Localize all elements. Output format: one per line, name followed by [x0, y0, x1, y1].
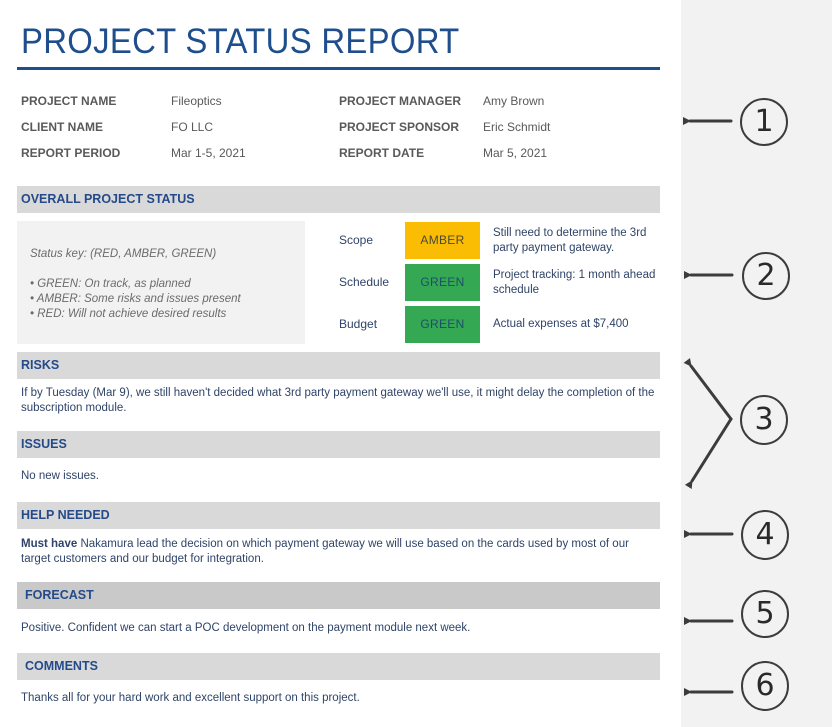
status-label: Scope [339, 233, 374, 247]
project-name-value: Fileoptics [171, 94, 222, 108]
annotation-number-2: 2 [756, 258, 776, 293]
status-note: Project tracking: 1 month ahead schedule [493, 268, 656, 296]
status-row-scope: Scope AMBER Still need to determine the … [305, 222, 660, 259]
help-needed-text: Must have Nakamura lead the decision on … [21, 537, 661, 567]
meta-row: CLIENT NAME FO LLC PROJECT SPONSOR Eric … [0, 116, 660, 138]
arrow-up-left-icon [683, 358, 733, 421]
meta-row: PROJECT NAME Fileoptics PROJECT MANAGER … [0, 90, 660, 112]
annotation-panel: 1 2 3 4 5 6 [681, 0, 832, 727]
project-sponsor-value: Eric Schmidt [483, 120, 551, 134]
status-row-schedule: Schedule GREEN Project tracking: 1 month… [305, 264, 660, 301]
status-key-box: Status key: (RED, AMBER, GREEN) • GREEN:… [17, 221, 305, 344]
status-label: Schedule [339, 275, 390, 289]
annotation-number-5: 5 [755, 596, 775, 631]
status-key-red: • RED: Will not achieve desired results [30, 308, 227, 320]
comments-text: Thanks all for your hard work and excell… [21, 692, 360, 704]
status-badge-green: GREEN [405, 264, 480, 301]
annotation-number-1: 1 [754, 104, 774, 139]
status-badge-green: GREEN [405, 306, 480, 343]
comments-heading: COMMENTS [17, 653, 660, 680]
annotation-number-3: 3 [754, 402, 774, 437]
status-note: Actual expenses at $7,400 [493, 318, 629, 330]
status-report-document: PROJECT STATUS REPORT PROJECT NAME Fileo… [0, 22, 661, 704]
project-manager-value: Amy Brown [483, 94, 545, 108]
status-badge-amber: AMBER [405, 222, 480, 259]
forecast-text: Positive. Confident we can start a POC d… [21, 622, 471, 634]
status-key-amber: • AMBER: Some risks and issues present [30, 293, 241, 305]
report-date-value: Mar 5, 2021 [483, 146, 548, 160]
meta-row: REPORT PERIOD Mar 1-5, 2021 REPORT DATE … [0, 142, 660, 164]
annotation-arrows [683, 98, 790, 711]
status-label: Budget [339, 317, 378, 331]
page-title: PROJECT STATUS REPORT [21, 22, 460, 61]
report-period-label: REPORT PERIOD [21, 146, 121, 160]
arrow-down-left-icon [684, 417, 733, 490]
status-note: Still need to determine the 3rd party pa… [493, 226, 647, 254]
report-period-value: Mar 1-5, 2021 [171, 146, 246, 160]
overall-status-heading: OVERALL PROJECT STATUS [17, 186, 660, 213]
risks-text: If by Tuesday (Mar 9), we still haven't … [21, 387, 655, 414]
project-name-label: PROJECT NAME [21, 94, 117, 108]
forecast-heading: FORECAST [17, 582, 660, 609]
help-needed-body: Nakamura lead the decision on which paym… [21, 538, 629, 565]
client-name-value: FO LLC [171, 120, 214, 134]
annotation-number-6: 6 [755, 668, 775, 703]
status-key-green: • GREEN: On track, as planned [30, 278, 191, 290]
status-key-title: Status key: (RED, AMBER, GREEN) [30, 248, 217, 260]
risks-heading: RISKS [17, 352, 660, 379]
help-needed-heading: HELP NEEDED [17, 502, 660, 529]
status-row-budget: Budget GREEN Actual expenses at $7,400 [305, 306, 660, 343]
help-needed-emphasis: Must have [21, 538, 78, 550]
issues-text: No new issues. [21, 470, 99, 482]
issues-heading: ISSUES [17, 431, 660, 458]
project-manager-label: PROJECT MANAGER [339, 94, 462, 108]
client-name-label: CLIENT NAME [21, 120, 103, 134]
annotation-number-4: 4 [755, 517, 775, 552]
report-date-label: REPORT DATE [339, 146, 425, 160]
project-sponsor-label: PROJECT SPONSOR [339, 120, 460, 134]
title-divider [17, 67, 660, 70]
